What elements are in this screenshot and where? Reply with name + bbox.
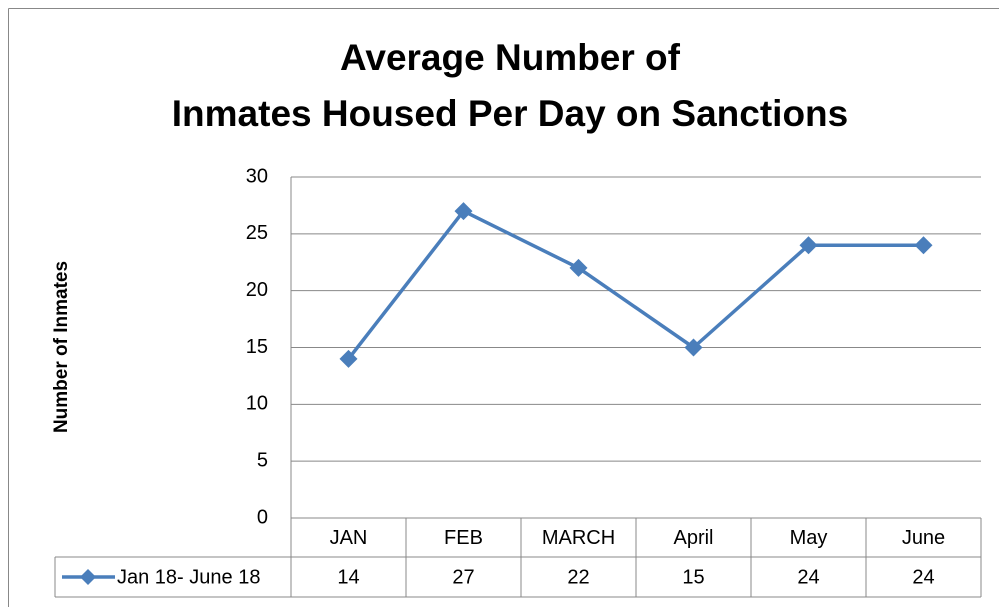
x-tick-label: JAN [330,527,368,549]
data-marker [454,202,473,221]
y-tick-label: 30 [246,165,268,187]
x-tick-label: May [790,527,828,549]
y-tick-label: 10 [246,393,268,415]
chart-title: Inmates Housed Per Day on Sanctions [172,93,848,134]
chart-title: Average Number of [340,37,681,78]
data-marker [569,258,588,277]
y-axis-title: Number of Inmates [51,261,72,433]
data-marker [799,236,818,255]
legend-label: Jan 18- June 18 [117,566,260,588]
data-line [347,209,924,360]
table-value: 27 [452,566,474,588]
table-value: 24 [797,566,819,588]
y-tick-label: 25 [246,222,268,244]
table-value: 14 [337,566,359,588]
data-marker [339,349,358,368]
data-marker [684,338,703,357]
x-tick-label: MARCH [542,527,615,549]
x-tick-label: FEB [444,527,483,549]
data-marker [914,236,933,255]
x-tick-label: June [902,527,945,549]
table-value: 22 [567,566,589,588]
x-tick-label: April [673,527,713,549]
table-value: 15 [682,566,704,588]
y-tick-label: 5 [257,449,268,471]
y-tick-label: 0 [257,506,268,528]
table-value: 24 [912,566,934,588]
y-tick-label: 15 [246,336,268,358]
y-tick-label: 20 [246,279,268,301]
legend-marker [80,569,96,585]
